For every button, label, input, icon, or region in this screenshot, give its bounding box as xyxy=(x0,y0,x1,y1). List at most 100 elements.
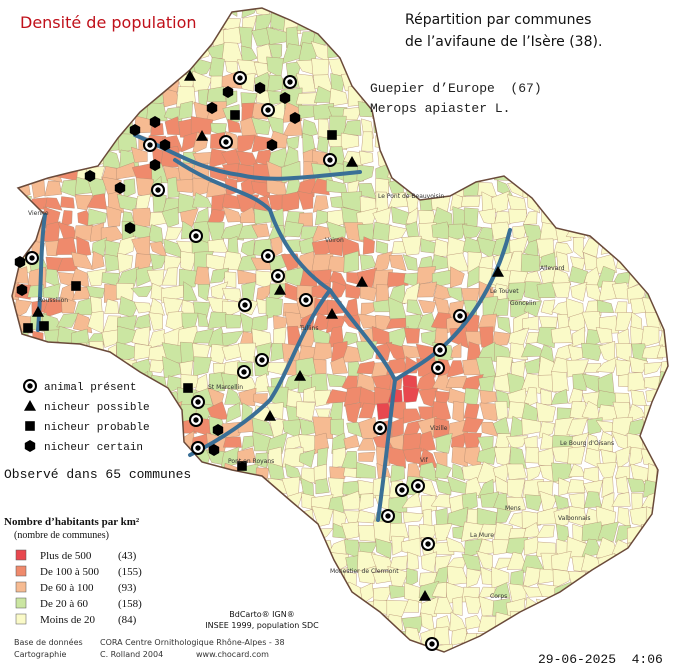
commune xyxy=(266,537,283,559)
commune xyxy=(44,180,63,197)
commune xyxy=(298,642,318,652)
commune xyxy=(332,597,349,616)
commune xyxy=(595,356,619,373)
symbol-certain xyxy=(129,124,141,136)
commune xyxy=(177,505,197,527)
commune xyxy=(627,372,647,392)
commune xyxy=(161,29,182,48)
commune xyxy=(178,600,199,620)
commune xyxy=(85,131,107,149)
commune xyxy=(391,58,407,78)
symbol-present xyxy=(147,142,153,148)
commune xyxy=(641,416,661,436)
commune xyxy=(181,490,199,514)
commune xyxy=(536,117,555,137)
commune xyxy=(313,389,331,407)
commune xyxy=(401,235,422,256)
commune xyxy=(506,463,527,481)
symbol-present xyxy=(385,513,391,519)
commune xyxy=(346,42,362,59)
commune xyxy=(464,147,482,164)
river xyxy=(173,158,332,292)
commune xyxy=(629,568,647,587)
commune xyxy=(464,387,480,407)
commune xyxy=(347,659,364,672)
commune xyxy=(641,584,664,600)
commune xyxy=(238,342,257,363)
commune xyxy=(224,313,242,329)
commune xyxy=(660,164,668,181)
place-name: St Marcellin xyxy=(208,384,243,391)
commune xyxy=(103,610,120,633)
commune xyxy=(87,358,108,377)
commune xyxy=(644,101,660,121)
symbol-certain xyxy=(14,256,26,268)
commune xyxy=(658,208,668,226)
timestamp: 29-06-2025 4:06 xyxy=(538,652,663,667)
density-legend: Plus de 500 (43) De 100 à 500 (155) De 60 à … xyxy=(15,549,142,626)
commune xyxy=(629,356,649,374)
commune xyxy=(311,58,330,78)
commune xyxy=(625,8,649,15)
commune xyxy=(12,346,30,361)
commune xyxy=(190,465,212,477)
commune xyxy=(435,478,452,496)
commune xyxy=(45,87,63,104)
commune xyxy=(464,57,483,75)
commune xyxy=(372,207,391,226)
symbol-certain xyxy=(212,424,224,436)
place-name: Vif xyxy=(420,457,429,464)
commune xyxy=(582,192,604,214)
commune xyxy=(76,236,92,257)
commune xyxy=(597,150,618,169)
commune xyxy=(297,629,318,647)
symbol-present xyxy=(155,187,161,193)
commune xyxy=(357,223,374,241)
commune xyxy=(615,446,631,470)
symbol-possible xyxy=(274,284,286,295)
commune xyxy=(268,525,288,539)
commune xyxy=(521,150,542,166)
commune xyxy=(269,507,289,526)
commune xyxy=(505,116,529,135)
commune xyxy=(552,268,572,286)
commune xyxy=(626,600,643,618)
heading: de l’avifaune de l’Isère (38). xyxy=(405,34,602,50)
commune xyxy=(585,161,599,180)
symbol-probable xyxy=(237,461,247,471)
commune xyxy=(149,511,168,525)
legend-swatch xyxy=(15,565,27,577)
commune xyxy=(376,661,393,672)
commune xyxy=(134,313,152,331)
commune xyxy=(402,432,422,451)
commune xyxy=(375,538,392,560)
commune xyxy=(462,224,483,239)
commune xyxy=(536,281,556,298)
commune xyxy=(539,164,555,182)
commune xyxy=(14,206,28,227)
commune xyxy=(596,299,614,313)
commune xyxy=(60,356,77,376)
symbol-present xyxy=(241,369,247,375)
commune xyxy=(434,133,449,150)
commune xyxy=(615,164,629,184)
commune xyxy=(388,657,402,672)
commune xyxy=(149,297,165,316)
commune xyxy=(631,628,646,647)
commune xyxy=(61,56,79,80)
commune xyxy=(357,626,378,650)
symbol-certain xyxy=(16,284,28,296)
commune xyxy=(328,31,347,47)
symbol-legend-label: nicheur possible xyxy=(44,402,150,414)
commune xyxy=(570,181,584,199)
commune xyxy=(616,254,633,272)
commune xyxy=(386,446,406,469)
commune xyxy=(493,645,512,652)
commune xyxy=(12,552,18,574)
commune xyxy=(655,11,668,32)
commune xyxy=(568,150,588,166)
place-name: Valbonnais xyxy=(558,515,591,522)
symbol-legend-label: animal présent xyxy=(44,382,136,394)
commune xyxy=(389,254,407,272)
commune xyxy=(643,180,662,198)
